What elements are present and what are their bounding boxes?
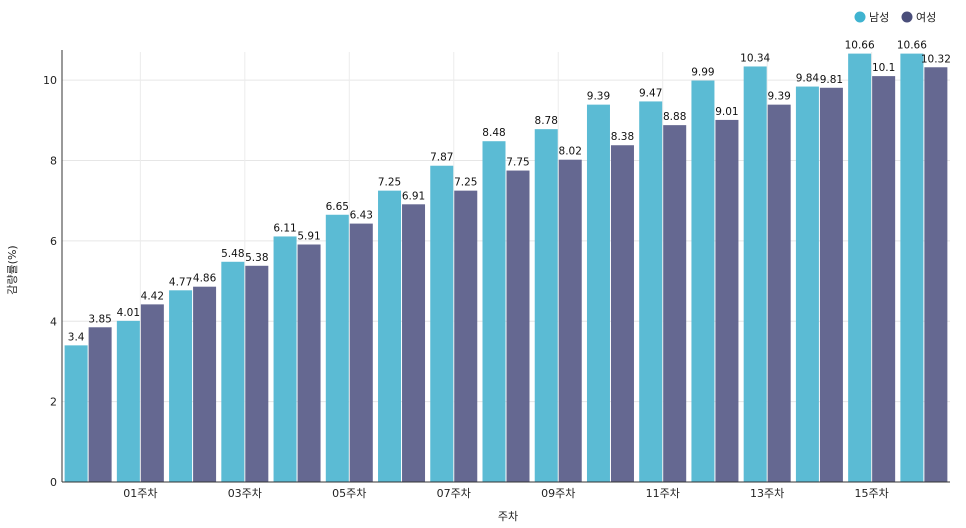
bar-male[interactable] xyxy=(534,129,558,482)
bar-female[interactable] xyxy=(297,244,321,482)
bar-female[interactable] xyxy=(88,327,112,482)
value-label-female: 10.1 xyxy=(872,62,895,74)
value-label-male: 3.4 xyxy=(68,331,85,343)
bar-female[interactable] xyxy=(767,104,791,482)
value-label-female: 5.38 xyxy=(245,252,268,264)
bar-female[interactable] xyxy=(193,286,217,482)
x-tick-label: 07주차 xyxy=(437,487,471,500)
bar-female[interactable] xyxy=(506,170,530,483)
y-tick-label: 10 xyxy=(43,74,57,87)
legend[interactable]: 남성 여성 xyxy=(854,11,937,24)
value-label-female: 5.91 xyxy=(297,230,320,242)
bar-male[interactable] xyxy=(325,214,349,482)
bar-male[interactable] xyxy=(221,261,245,482)
bar-female[interactable] xyxy=(610,145,634,482)
x-tick-label: 03주차 xyxy=(228,487,262,500)
value-label-male: 10.66 xyxy=(897,40,927,52)
value-label-male: 6.65 xyxy=(326,201,349,213)
value-label-male: 5.48 xyxy=(221,248,244,260)
bar-female[interactable] xyxy=(402,204,426,482)
value-label-male: 10.34 xyxy=(740,52,770,64)
value-label-male: 6.11 xyxy=(273,222,296,234)
bar-male[interactable] xyxy=(169,290,193,482)
value-label-female: 9.81 xyxy=(820,74,843,86)
bars-layer xyxy=(64,53,948,483)
value-label-male: 7.87 xyxy=(430,152,453,164)
bar-female[interactable] xyxy=(715,119,739,482)
y-tick-label: 4 xyxy=(50,315,57,328)
value-label-female: 8.88 xyxy=(663,111,686,123)
y-tick-label: 6 xyxy=(50,235,57,248)
bar-male[interactable] xyxy=(64,345,88,482)
bar-male[interactable] xyxy=(273,236,297,482)
axes-layer: 0 2 4 6 8 10 01주차 03주차 05주차 07주차 09주차 11주차 13주차 15주차 xyxy=(43,50,950,500)
value-label-male: 10.66 xyxy=(845,40,875,52)
x-tick-label: 13주차 xyxy=(750,487,784,500)
value-label-male: 4.77 xyxy=(169,276,192,288)
value-label-male: 4.01 xyxy=(117,307,140,319)
bar-female[interactable] xyxy=(454,190,478,482)
legend-marker-male xyxy=(854,11,866,23)
value-label-female: 10.32 xyxy=(921,53,951,65)
value-label-male: 9.47 xyxy=(639,87,662,99)
bar-male[interactable] xyxy=(482,141,506,482)
value-label-male: 8.78 xyxy=(535,115,558,127)
value-label-female: 8.38 xyxy=(611,131,634,143)
bar-male[interactable] xyxy=(848,53,872,482)
bar-male[interactable] xyxy=(691,80,715,482)
bar-female[interactable] xyxy=(872,76,896,482)
bar-female[interactable] xyxy=(140,304,164,482)
y-tick-label: 8 xyxy=(50,155,57,168)
value-label-female: 4.86 xyxy=(193,273,217,285)
bar-female[interactable] xyxy=(245,265,269,482)
value-label-female: 6.43 xyxy=(350,210,373,222)
bar-female[interactable] xyxy=(663,125,687,482)
bar-female[interactable] xyxy=(558,159,582,482)
y-axis-title: 감량률(%) xyxy=(6,245,19,294)
value-label-female: 4.42 xyxy=(141,290,164,302)
bar-male[interactable] xyxy=(378,190,402,482)
value-label-female: 8.02 xyxy=(559,146,582,158)
legend-label-male: 남성 xyxy=(869,11,889,24)
x-tick-label: 15주차 xyxy=(855,487,889,500)
value-label-female: 3.85 xyxy=(88,313,111,325)
value-label-male: 9.39 xyxy=(587,91,610,103)
value-label-male: 9.84 xyxy=(796,73,820,85)
value-label-female: 7.75 xyxy=(506,157,529,169)
x-axis-title: 주차 xyxy=(498,510,518,523)
value-label-female: 7.25 xyxy=(454,177,477,189)
value-label-male: 8.48 xyxy=(482,127,505,139)
x-tick-label: 11주차 xyxy=(646,487,680,500)
legend-marker-female xyxy=(901,11,913,23)
bar-male[interactable] xyxy=(430,165,454,482)
bar-male[interactable] xyxy=(116,320,140,482)
bar-male[interactable] xyxy=(586,104,610,482)
bar-male[interactable] xyxy=(743,66,767,483)
bar-male[interactable] xyxy=(639,101,663,483)
bar-male[interactable] xyxy=(795,86,819,483)
value-label-male: 7.25 xyxy=(378,177,401,189)
bar-male[interactable] xyxy=(900,53,924,482)
value-label-male: 9.99 xyxy=(691,67,714,79)
value-labels-layer: 3.4 4.01 4.77 5.48 6.11 6.65 7.25 7.87 8.48 8.78 9… xyxy=(68,40,951,344)
y-tick-label: 0 xyxy=(50,476,57,489)
x-tick-label: 05주차 xyxy=(332,487,366,500)
bar-female[interactable] xyxy=(924,67,948,482)
x-tick-label: 01주차 xyxy=(123,487,157,500)
bar-female[interactable] xyxy=(819,87,843,482)
bar-female[interactable] xyxy=(349,223,373,482)
value-label-female: 9.01 xyxy=(715,106,738,118)
value-label-female: 9.39 xyxy=(767,91,790,103)
x-tick-label: 09주차 xyxy=(541,487,575,500)
y-tick-label: 2 xyxy=(50,396,57,409)
legend-label-female: 여성 xyxy=(916,11,936,24)
value-label-female: 6.91 xyxy=(402,190,425,202)
